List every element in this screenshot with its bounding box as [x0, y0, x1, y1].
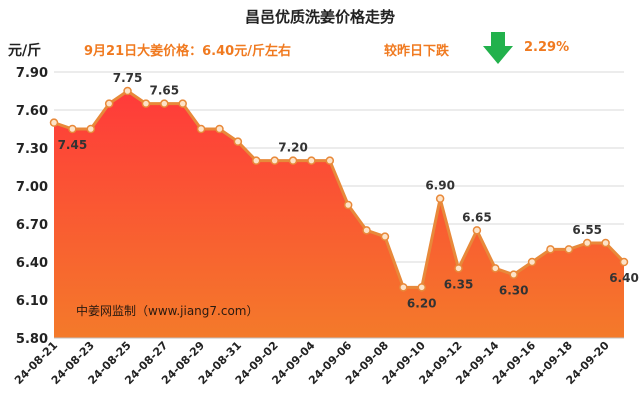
y-tick-label: 7.60 — [16, 104, 48, 119]
data-label: 6.90 — [425, 179, 455, 193]
data-point — [582, 238, 592, 248]
data-point — [104, 99, 114, 108]
data-point — [399, 283, 408, 292]
data-point — [325, 156, 335, 165]
y-tick-label: 6.40 — [16, 256, 48, 271]
data-label: 6.20 — [407, 296, 437, 310]
data-point — [86, 124, 96, 134]
data-label: 7.75 — [113, 71, 143, 85]
data-point — [307, 156, 316, 165]
change-percent: 2.29% — [524, 40, 570, 55]
data-point — [233, 137, 243, 146]
data-label: 6.40 — [609, 271, 639, 285]
data-point — [68, 124, 77, 134]
y-tick-label: 7.00 — [16, 180, 48, 195]
y-tick-label: 7.30 — [16, 142, 48, 157]
data-point — [619, 257, 629, 267]
y-tick-label: 7.90 — [16, 66, 48, 81]
data-point — [160, 99, 169, 108]
y-axis-unit: 元/斤 — [8, 43, 42, 59]
data-point — [472, 226, 482, 235]
data-point — [491, 264, 500, 273]
data-label: 6.30 — [499, 284, 529, 298]
data-label: 7.20 — [278, 141, 308, 155]
data-point — [343, 200, 353, 210]
y-tick-label: 6.10 — [16, 294, 48, 309]
data-label: 7.45 — [58, 138, 88, 152]
data-label: 6.65 — [462, 210, 492, 224]
data-point — [564, 245, 574, 254]
y-tick-label: 6.70 — [16, 218, 48, 233]
data-point — [380, 232, 390, 241]
data-point — [546, 245, 555, 254]
data-point — [215, 124, 224, 134]
data-label: 6.35 — [444, 277, 474, 291]
down-arrow-icon — [483, 32, 513, 64]
data-label: 7.65 — [150, 84, 180, 98]
today-price-text: 9月21日大姜价格：6.40元/斤左右 — [84, 44, 291, 59]
data-point — [270, 156, 279, 165]
data-point — [527, 257, 537, 267]
data-point — [454, 264, 463, 273]
data-point — [362, 226, 371, 235]
change-label: 较昨日下跌 — [384, 44, 450, 59]
data-point — [49, 118, 59, 127]
data-point — [178, 99, 187, 108]
data-point — [196, 124, 206, 134]
y-tick-label: 5.80 — [16, 332, 48, 347]
data-point — [123, 86, 132, 96]
data-point — [601, 238, 610, 248]
data-point — [288, 156, 298, 165]
data-point — [417, 283, 426, 292]
data-point — [435, 194, 445, 203]
data-point — [509, 270, 518, 279]
watermark-text: 中姜网监制（www.jiang7.com） — [76, 304, 259, 318]
price-area — [54, 91, 624, 338]
data-point — [252, 156, 261, 165]
data-point — [141, 99, 151, 108]
chart-title: 昌邑优质洗姜价格走势 — [244, 8, 395, 26]
data-label: 6.55 — [572, 223, 602, 237]
